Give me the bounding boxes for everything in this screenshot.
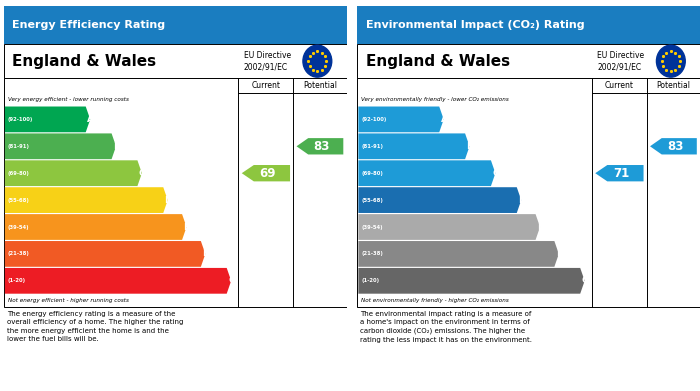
Polygon shape (5, 106, 90, 132)
Polygon shape (358, 214, 540, 240)
Text: (39-54): (39-54) (8, 224, 29, 230)
Text: C: C (492, 169, 499, 178)
Text: F: F (556, 249, 562, 258)
Polygon shape (297, 138, 343, 154)
Text: Not environmentally friendly - higher CO₂ emissions: Not environmentally friendly - higher CO… (361, 298, 509, 303)
Text: Energy Efficiency Rating: Energy Efficiency Rating (12, 20, 165, 30)
Polygon shape (358, 133, 470, 159)
Text: (55-68): (55-68) (8, 197, 29, 203)
Text: B: B (466, 142, 473, 151)
Bar (4, 6, 346, 44)
Polygon shape (5, 187, 168, 213)
Text: Potential: Potential (303, 81, 337, 90)
Text: Very energy efficient - lower running costs: Very energy efficient - lower running co… (8, 97, 129, 102)
Text: B: B (113, 142, 120, 151)
Text: Not energy efficient - higher running costs: Not energy efficient - higher running co… (8, 298, 129, 303)
Text: (81-91): (81-91) (361, 144, 383, 149)
Text: Current: Current (251, 81, 281, 90)
Text: (81-91): (81-91) (8, 144, 29, 149)
Text: (1-20): (1-20) (8, 278, 26, 283)
Text: (1-20): (1-20) (361, 278, 379, 283)
Bar (4, 78, 346, 307)
Text: G: G (228, 276, 235, 285)
Bar (357, 6, 700, 44)
Text: The environmental impact rating is a measure of
a home's impact on the environme: The environmental impact rating is a mea… (360, 311, 533, 343)
Text: (39-54): (39-54) (361, 224, 383, 230)
Polygon shape (358, 106, 444, 132)
Text: C: C (139, 169, 146, 178)
Bar (357, 44, 700, 78)
Text: (92-100): (92-100) (361, 117, 386, 122)
Polygon shape (358, 268, 584, 294)
Text: (21-38): (21-38) (8, 251, 29, 256)
Polygon shape (5, 241, 205, 267)
Text: EU Directive
2002/91/EC: EU Directive 2002/91/EC (244, 51, 290, 72)
Circle shape (657, 45, 685, 77)
Text: 83: 83 (314, 140, 330, 153)
Polygon shape (5, 214, 186, 240)
Text: Environmental Impact (CO₂) Rating: Environmental Impact (CO₂) Rating (365, 20, 584, 30)
Polygon shape (650, 138, 696, 154)
Polygon shape (595, 165, 643, 181)
Text: (55-68): (55-68) (361, 197, 383, 203)
Bar (357, 78, 700, 307)
Text: Current: Current (605, 81, 634, 90)
Circle shape (303, 45, 332, 77)
Text: A: A (440, 115, 447, 124)
Text: The energy efficiency rating is a measure of the
overall efficiency of a home. T: The energy efficiency rating is a measur… (7, 311, 183, 343)
Text: 83: 83 (667, 140, 683, 153)
Text: (92-100): (92-100) (8, 117, 33, 122)
Text: England & Wales: England & Wales (365, 54, 510, 69)
Text: England & Wales: England & Wales (12, 54, 156, 69)
Text: 69: 69 (260, 167, 276, 180)
Text: E: E (183, 222, 190, 231)
Polygon shape (5, 268, 231, 294)
Bar (4, 44, 346, 78)
Text: F: F (202, 249, 209, 258)
Polygon shape (241, 165, 290, 181)
Polygon shape (358, 160, 496, 186)
Text: Very environmentally friendly - lower CO₂ emissions: Very environmentally friendly - lower CO… (361, 97, 509, 102)
Polygon shape (5, 160, 142, 186)
Text: EU Directive
2002/91/EC: EU Directive 2002/91/EC (597, 51, 644, 72)
Text: (21-38): (21-38) (361, 251, 383, 256)
Text: (69-80): (69-80) (361, 171, 383, 176)
Text: (69-80): (69-80) (8, 171, 29, 176)
Text: A: A (87, 115, 94, 124)
Text: D: D (164, 196, 172, 204)
Polygon shape (358, 241, 559, 267)
Text: Potential: Potential (657, 81, 690, 90)
Text: E: E (537, 222, 543, 231)
Text: G: G (582, 276, 589, 285)
Polygon shape (5, 133, 116, 159)
Text: 71: 71 (613, 167, 629, 180)
Polygon shape (358, 187, 522, 213)
Text: D: D (518, 196, 526, 204)
